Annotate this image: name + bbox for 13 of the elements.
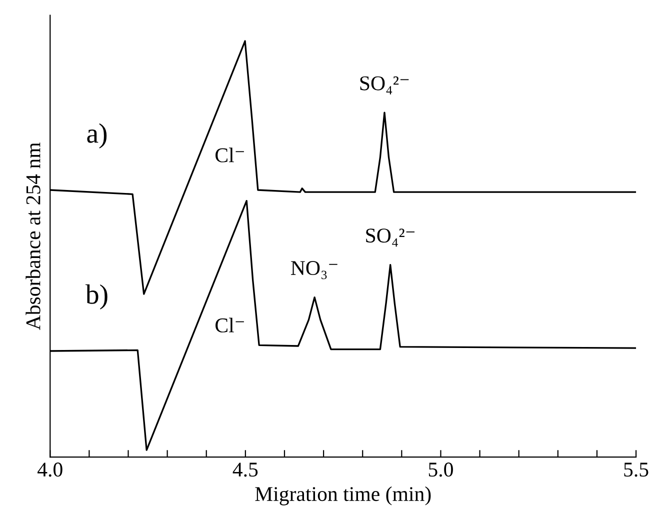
series-label: a) <box>87 123 107 149</box>
annotation: SO₄²⁻ <box>360 76 409 94</box>
annotation: Cl⁻ <box>216 148 244 162</box>
x-tick-label: 5.0 <box>428 462 453 477</box>
x-tick-label: 4.5 <box>232 462 258 477</box>
x-axis-title: Migration time (min) <box>255 486 431 506</box>
annotation: SO₄²⁻ <box>366 228 415 247</box>
annotation: Cl⁻ <box>216 318 244 332</box>
x-tick-label: 4.0 <box>38 462 62 477</box>
annotation: NO₃⁻ <box>290 261 338 280</box>
series-label: b) <box>85 284 108 310</box>
y-axis-title: Absorbance at 254 nm <box>26 142 40 330</box>
x-tick-label: 5.5 <box>624 462 648 477</box>
